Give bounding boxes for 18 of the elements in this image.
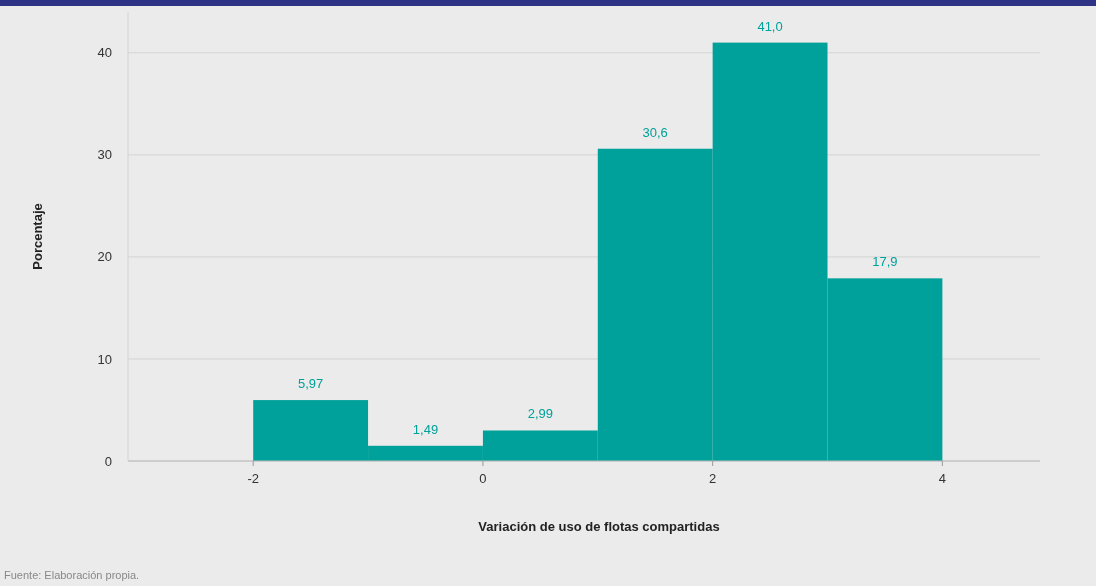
y-axis-title: Porcentaje (30, 203, 45, 270)
y-tick-label: 20 (97, 249, 112, 265)
data-label: 1,49 (412, 421, 439, 437)
y-tick-label: 30 (97, 147, 112, 163)
data-label: 30,6 (642, 124, 668, 140)
x-tick-label: 2 (709, 471, 717, 486)
data-label: 2,99 (527, 406, 554, 422)
data-label: 5,97 (297, 376, 324, 392)
y-tick-label: 10 (97, 351, 112, 367)
source-note: Fuente: Elaboración propia. (4, 569, 140, 581)
x-tick-label: 0 (479, 471, 487, 486)
x-axis-title: Variación de uso de flotas compartidas (478, 519, 720, 534)
x-tick-label: -2 (247, 471, 259, 486)
y-tick-label: 0 (104, 453, 112, 469)
data-label: 41,0 (757, 18, 783, 34)
data-label: 17,9 (872, 254, 898, 270)
y-tick-label: 40 (97, 45, 112, 61)
x-tick-label: 4 (938, 471, 946, 486)
